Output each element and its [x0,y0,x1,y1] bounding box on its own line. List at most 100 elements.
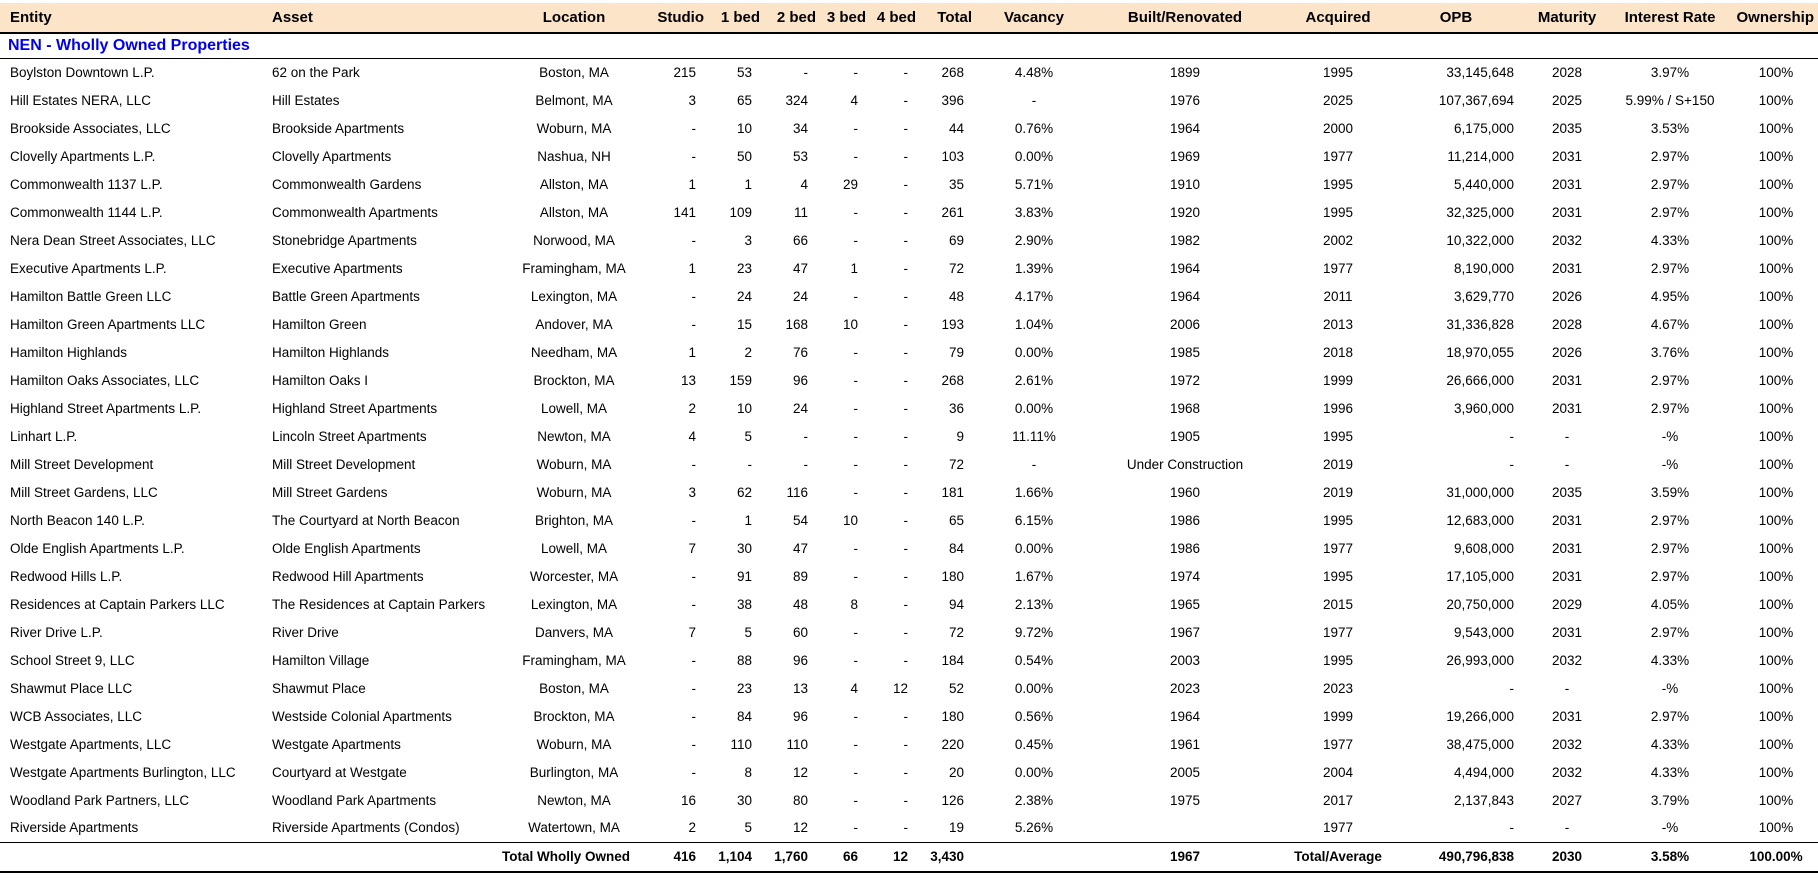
table-row: Executive Apartments L.P. Executive Apart… [0,254,1818,282]
total-cell-built-renovated: 1967 [1092,841,1278,873]
cell-studio: - [691,764,697,780]
cell-asset: River Drive [272,624,339,640]
cell-asset: 62 on the Park [272,64,360,80]
cell-3-bed: - [853,288,859,304]
cell-vacancy: 0.45% [1014,736,1054,752]
cell-asset: Clovelly Apartments [272,148,392,164]
cell-acquired: 2017 [1322,792,1354,808]
table-row: Riverside Apartments Riverside Apartments… [0,814,1818,842]
cell-built-renovated: 1969 [1169,148,1201,164]
cell-opb: 19,266,000 [1446,708,1514,724]
cell-maturity: 2031 [1551,204,1583,220]
cell-asset: Battle Green Apartments [272,288,420,304]
cell-location: Allston, MA [539,176,609,192]
cell-location: Brockton, MA [533,372,615,388]
cell-ownership: 100% [1758,148,1794,164]
cell-asset: The Residences at Captain Parkers [272,596,486,612]
total-cell-acquired: Total/Average [1278,841,1398,873]
total-cell-interest-rate: 3.58% [1606,841,1734,873]
cell-entity: Commonwealth 1137 L.P. [10,176,163,192]
cell-opb: 4,494,000 [1453,764,1514,780]
cell-vacancy: 4.17% [1014,288,1054,304]
table-row: Mill Street Gardens, LLC Mill Street Gard… [0,478,1818,506]
cell-studio: - [691,288,697,304]
column-header-1-bed: 1 bed [708,3,764,34]
cell-studio: 3 [688,92,696,108]
cell-3-bed: - [853,428,859,444]
cell-location: Woburn, MA [536,120,612,136]
cell-ownership: 100% [1758,624,1794,640]
cell-vacancy: 1.39% [1014,260,1054,276]
cell-interest-rate: -% [1661,680,1679,696]
table-row: Westgate Apartments, LLC Westgate Apartme… [0,730,1818,758]
cell-2-bed: 47 [792,260,808,276]
cell-built-renovated: 1986 [1169,540,1201,556]
cell-asset: The Courtyard at North Beacon [272,512,460,528]
cell-entity: Residences at Captain Parkers LLC [10,596,225,612]
total-row-label: Total Wholly Owned [0,841,644,873]
cell-studio: 1 [688,260,696,276]
cell-opb: - [1509,820,1515,836]
cell-4-bed: - [903,624,909,640]
cell-entity: River Drive L.P. [10,624,103,640]
cell-built-renovated: 1972 [1169,372,1201,388]
cell-asset: Woodland Park Apartments [272,792,437,808]
cell-total: 261 [941,204,964,220]
cell-3-bed: - [853,400,859,416]
cell-built-renovated: 1960 [1169,484,1201,500]
cell-maturity: 2026 [1551,344,1583,360]
cell-vacancy: 0.00% [1014,680,1054,696]
cell-vacancy: 1.04% [1014,316,1054,332]
cell-asset: Shawmut Place [272,680,366,696]
cell-asset: Hamilton Highlands [272,344,390,360]
cell-asset: Redwood Hill Apartments [272,568,424,584]
cell-vacancy: 0.00% [1014,540,1054,556]
table-row: Hamilton Battle Green LLC Battle Green Ap… [0,282,1818,310]
cell-acquired: 2018 [1322,344,1354,360]
cell-acquired: 1977 [1322,624,1354,640]
cell-opb: - [1509,428,1515,444]
column-header-entity: Entity [0,3,262,34]
cell-ownership: 100% [1758,120,1794,136]
cell-3-bed: 10 [842,316,858,332]
cell-vacancy: - [1031,92,1037,108]
cell-total: 126 [941,792,964,808]
cell-total: 94 [948,596,964,612]
cell-interest-rate: 4.95% [1650,288,1690,304]
cell-studio: 7 [688,624,696,640]
cell-location: Brighton, MA [534,512,614,528]
cell-maturity: 2032 [1551,736,1583,752]
cell-opb: 18,970,055 [1446,344,1514,360]
cell-total: 72 [948,260,964,276]
total-cell-studio: 416 [644,841,708,873]
cell-maturity: - [1564,428,1570,444]
cell-acquired: 1999 [1322,708,1354,724]
cell-ownership: 100% [1758,232,1794,248]
cell-ownership: 100% [1758,456,1794,472]
cell-2-bed: 110 [786,736,808,752]
cell-location: Needham, MA [530,344,618,360]
cell-studio: 4 [688,428,696,444]
cell-maturity: 2031 [1551,512,1583,528]
cell-entity: Nera Dean Street Associates, LLC [10,232,216,248]
table-row: WCB Associates, LLC Westside Colonial Apa… [0,702,1818,730]
cell-opb: 33,145,648 [1446,64,1514,80]
cell-location: Boston, MA [539,680,609,696]
cell-4-bed: - [903,260,909,276]
total-cell-3-bed: 66 [820,841,870,873]
cell-opb: 26,666,000 [1446,372,1514,388]
column-header-3-bed: 3 bed [820,3,870,34]
table-row: River Drive L.P. River Drive Danvers, MA 7 5… [0,618,1818,646]
cell-2-bed: 80 [792,792,808,808]
cell-entity: School Street 9, LLC [10,652,135,668]
cell-interest-rate: 3.76% [1650,344,1690,360]
cell-2-bed: - [803,64,809,80]
cell-maturity: - [1564,456,1570,472]
cell-4-bed: - [903,344,909,360]
cell-interest-rate: 4.33% [1650,736,1690,752]
cell-total: 84 [948,540,964,556]
cell-asset: Executive Apartments [272,260,403,276]
cell-asset: Commonwealth Apartments [272,204,438,220]
cell-interest-rate: 4.33% [1650,652,1690,668]
cell-built-renovated: 1961 [1169,736,1201,752]
